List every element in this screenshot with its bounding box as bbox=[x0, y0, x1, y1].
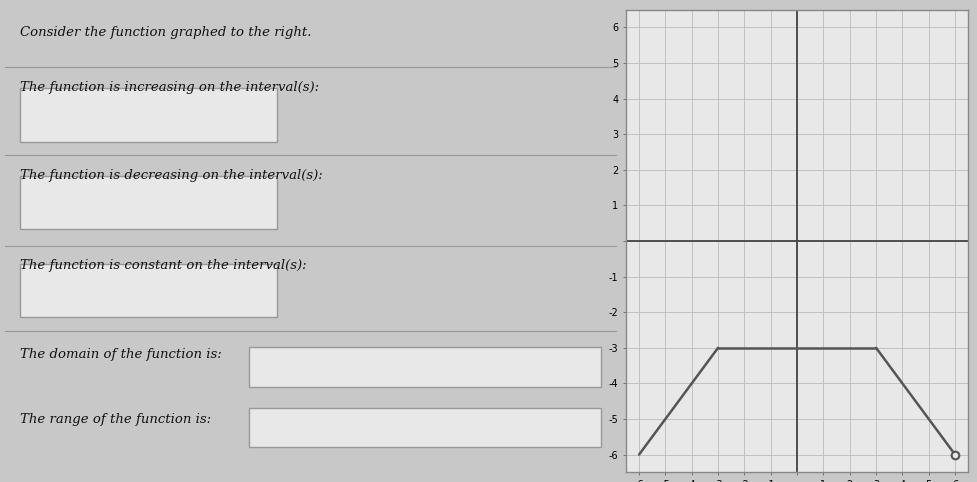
FancyBboxPatch shape bbox=[21, 264, 276, 317]
Text: The domain of the function is:: The domain of the function is: bbox=[21, 348, 222, 362]
FancyBboxPatch shape bbox=[21, 88, 276, 142]
FancyBboxPatch shape bbox=[249, 348, 600, 387]
Text: The function is decreasing on the interval(s):: The function is decreasing on the interv… bbox=[21, 169, 322, 182]
FancyBboxPatch shape bbox=[21, 176, 276, 229]
Text: The function is increasing on the interval(s):: The function is increasing on the interv… bbox=[21, 81, 319, 94]
Text: The range of the function is:: The range of the function is: bbox=[21, 413, 211, 426]
Text: The function is constant on the interval(s):: The function is constant on the interval… bbox=[21, 258, 307, 271]
FancyBboxPatch shape bbox=[249, 408, 600, 447]
Text: Consider the function graphed to the right.: Consider the function graphed to the rig… bbox=[21, 26, 312, 39]
